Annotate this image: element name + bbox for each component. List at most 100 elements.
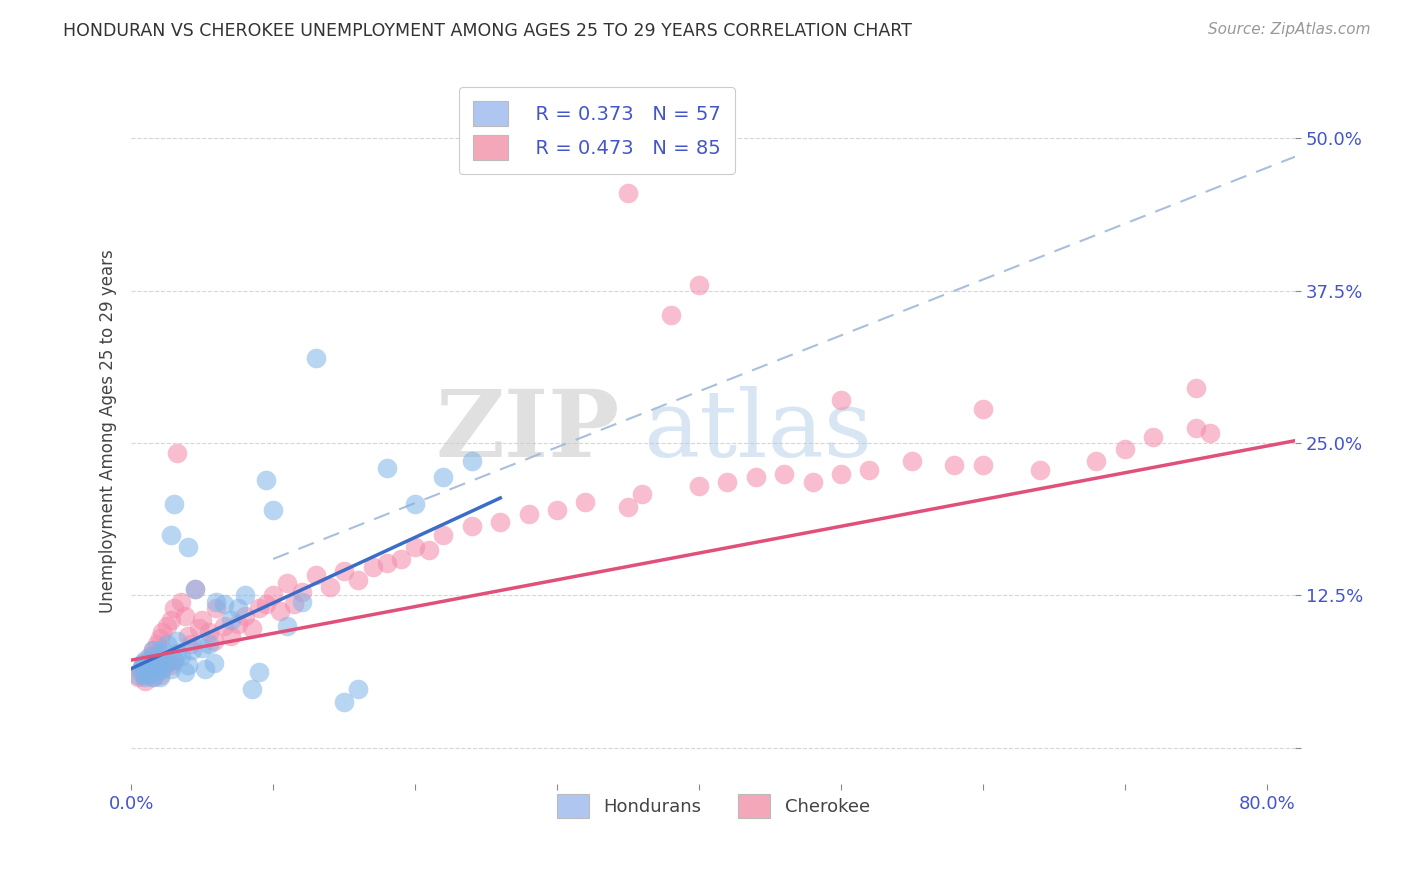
Point	[149, 667, 172, 681]
Point	[191, 640, 214, 655]
Point	[212, 597, 235, 611]
Point	[574, 494, 596, 508]
Point	[146, 665, 169, 680]
Point	[901, 454, 924, 468]
Point	[347, 682, 370, 697]
Point	[1085, 454, 1108, 468]
Point	[166, 446, 188, 460]
Point	[305, 351, 328, 365]
Point	[283, 597, 305, 611]
Point	[202, 656, 225, 670]
Point	[198, 625, 221, 640]
Point	[160, 613, 183, 627]
Point	[170, 594, 193, 608]
Point	[517, 507, 540, 521]
Point	[305, 567, 328, 582]
Point	[830, 393, 852, 408]
Point	[1142, 430, 1164, 444]
Text: HONDURAN VS CHEROKEE UNEMPLOYMENT AMONG AGES 25 TO 29 YEARS CORRELATION CHART: HONDURAN VS CHEROKEE UNEMPLOYMENT AMONG …	[63, 22, 912, 40]
Point	[184, 582, 207, 597]
Point	[546, 503, 568, 517]
Text: ZIP: ZIP	[436, 386, 620, 476]
Point	[688, 479, 710, 493]
Point	[156, 656, 179, 670]
Point	[141, 670, 163, 684]
Point	[1114, 442, 1136, 457]
Point	[858, 463, 880, 477]
Point	[226, 600, 249, 615]
Point	[141, 670, 163, 684]
Point	[138, 649, 160, 664]
Point	[716, 475, 738, 490]
Point	[461, 454, 484, 468]
Point	[156, 637, 179, 651]
Point	[617, 500, 640, 514]
Point	[134, 673, 156, 688]
Point	[212, 619, 235, 633]
Point	[319, 580, 342, 594]
Point	[149, 653, 172, 667]
Point	[191, 613, 214, 627]
Point	[188, 621, 211, 635]
Point	[247, 665, 270, 680]
Point	[149, 662, 172, 676]
Point	[276, 619, 298, 633]
Point	[177, 657, 200, 672]
Point	[432, 470, 454, 484]
Point	[262, 589, 284, 603]
Point	[233, 589, 256, 603]
Point	[219, 629, 242, 643]
Point	[1184, 381, 1206, 395]
Point	[972, 402, 994, 417]
Point	[156, 619, 179, 633]
Point	[163, 653, 186, 667]
Point	[160, 657, 183, 672]
Point	[262, 503, 284, 517]
Y-axis label: Unemployment Among Ages 25 to 29 years: Unemployment Among Ages 25 to 29 years	[100, 249, 117, 613]
Point	[375, 556, 398, 570]
Point	[170, 649, 193, 664]
Point	[489, 516, 512, 530]
Point	[198, 637, 221, 651]
Point	[149, 653, 172, 667]
Point	[141, 643, 163, 657]
Point	[202, 633, 225, 648]
Point	[163, 600, 186, 615]
Point	[156, 656, 179, 670]
Point	[943, 458, 966, 472]
Point	[146, 656, 169, 670]
Text: atlas: atlas	[644, 386, 873, 476]
Point	[205, 600, 228, 615]
Point	[688, 277, 710, 292]
Point	[131, 656, 153, 670]
Point	[745, 470, 768, 484]
Point	[136, 667, 159, 681]
Point	[134, 665, 156, 680]
Point	[389, 552, 412, 566]
Point	[801, 475, 824, 490]
Point	[240, 621, 263, 635]
Point	[145, 657, 167, 672]
Point	[194, 662, 217, 676]
Point	[226, 616, 249, 631]
Point	[240, 682, 263, 697]
Point	[134, 667, 156, 681]
Point	[269, 604, 291, 618]
Point	[174, 609, 197, 624]
Point	[276, 576, 298, 591]
Point	[127, 670, 149, 684]
Point	[152, 643, 174, 657]
Point	[631, 487, 654, 501]
Point	[160, 527, 183, 541]
Point	[129, 665, 152, 680]
Legend: Hondurans, Cherokee: Hondurans, Cherokee	[550, 788, 877, 825]
Point	[254, 473, 277, 487]
Point	[163, 497, 186, 511]
Point	[152, 662, 174, 676]
Point	[177, 540, 200, 554]
Point	[127, 667, 149, 681]
Point	[254, 597, 277, 611]
Point	[149, 646, 172, 660]
Point	[163, 653, 186, 667]
Point	[141, 649, 163, 664]
